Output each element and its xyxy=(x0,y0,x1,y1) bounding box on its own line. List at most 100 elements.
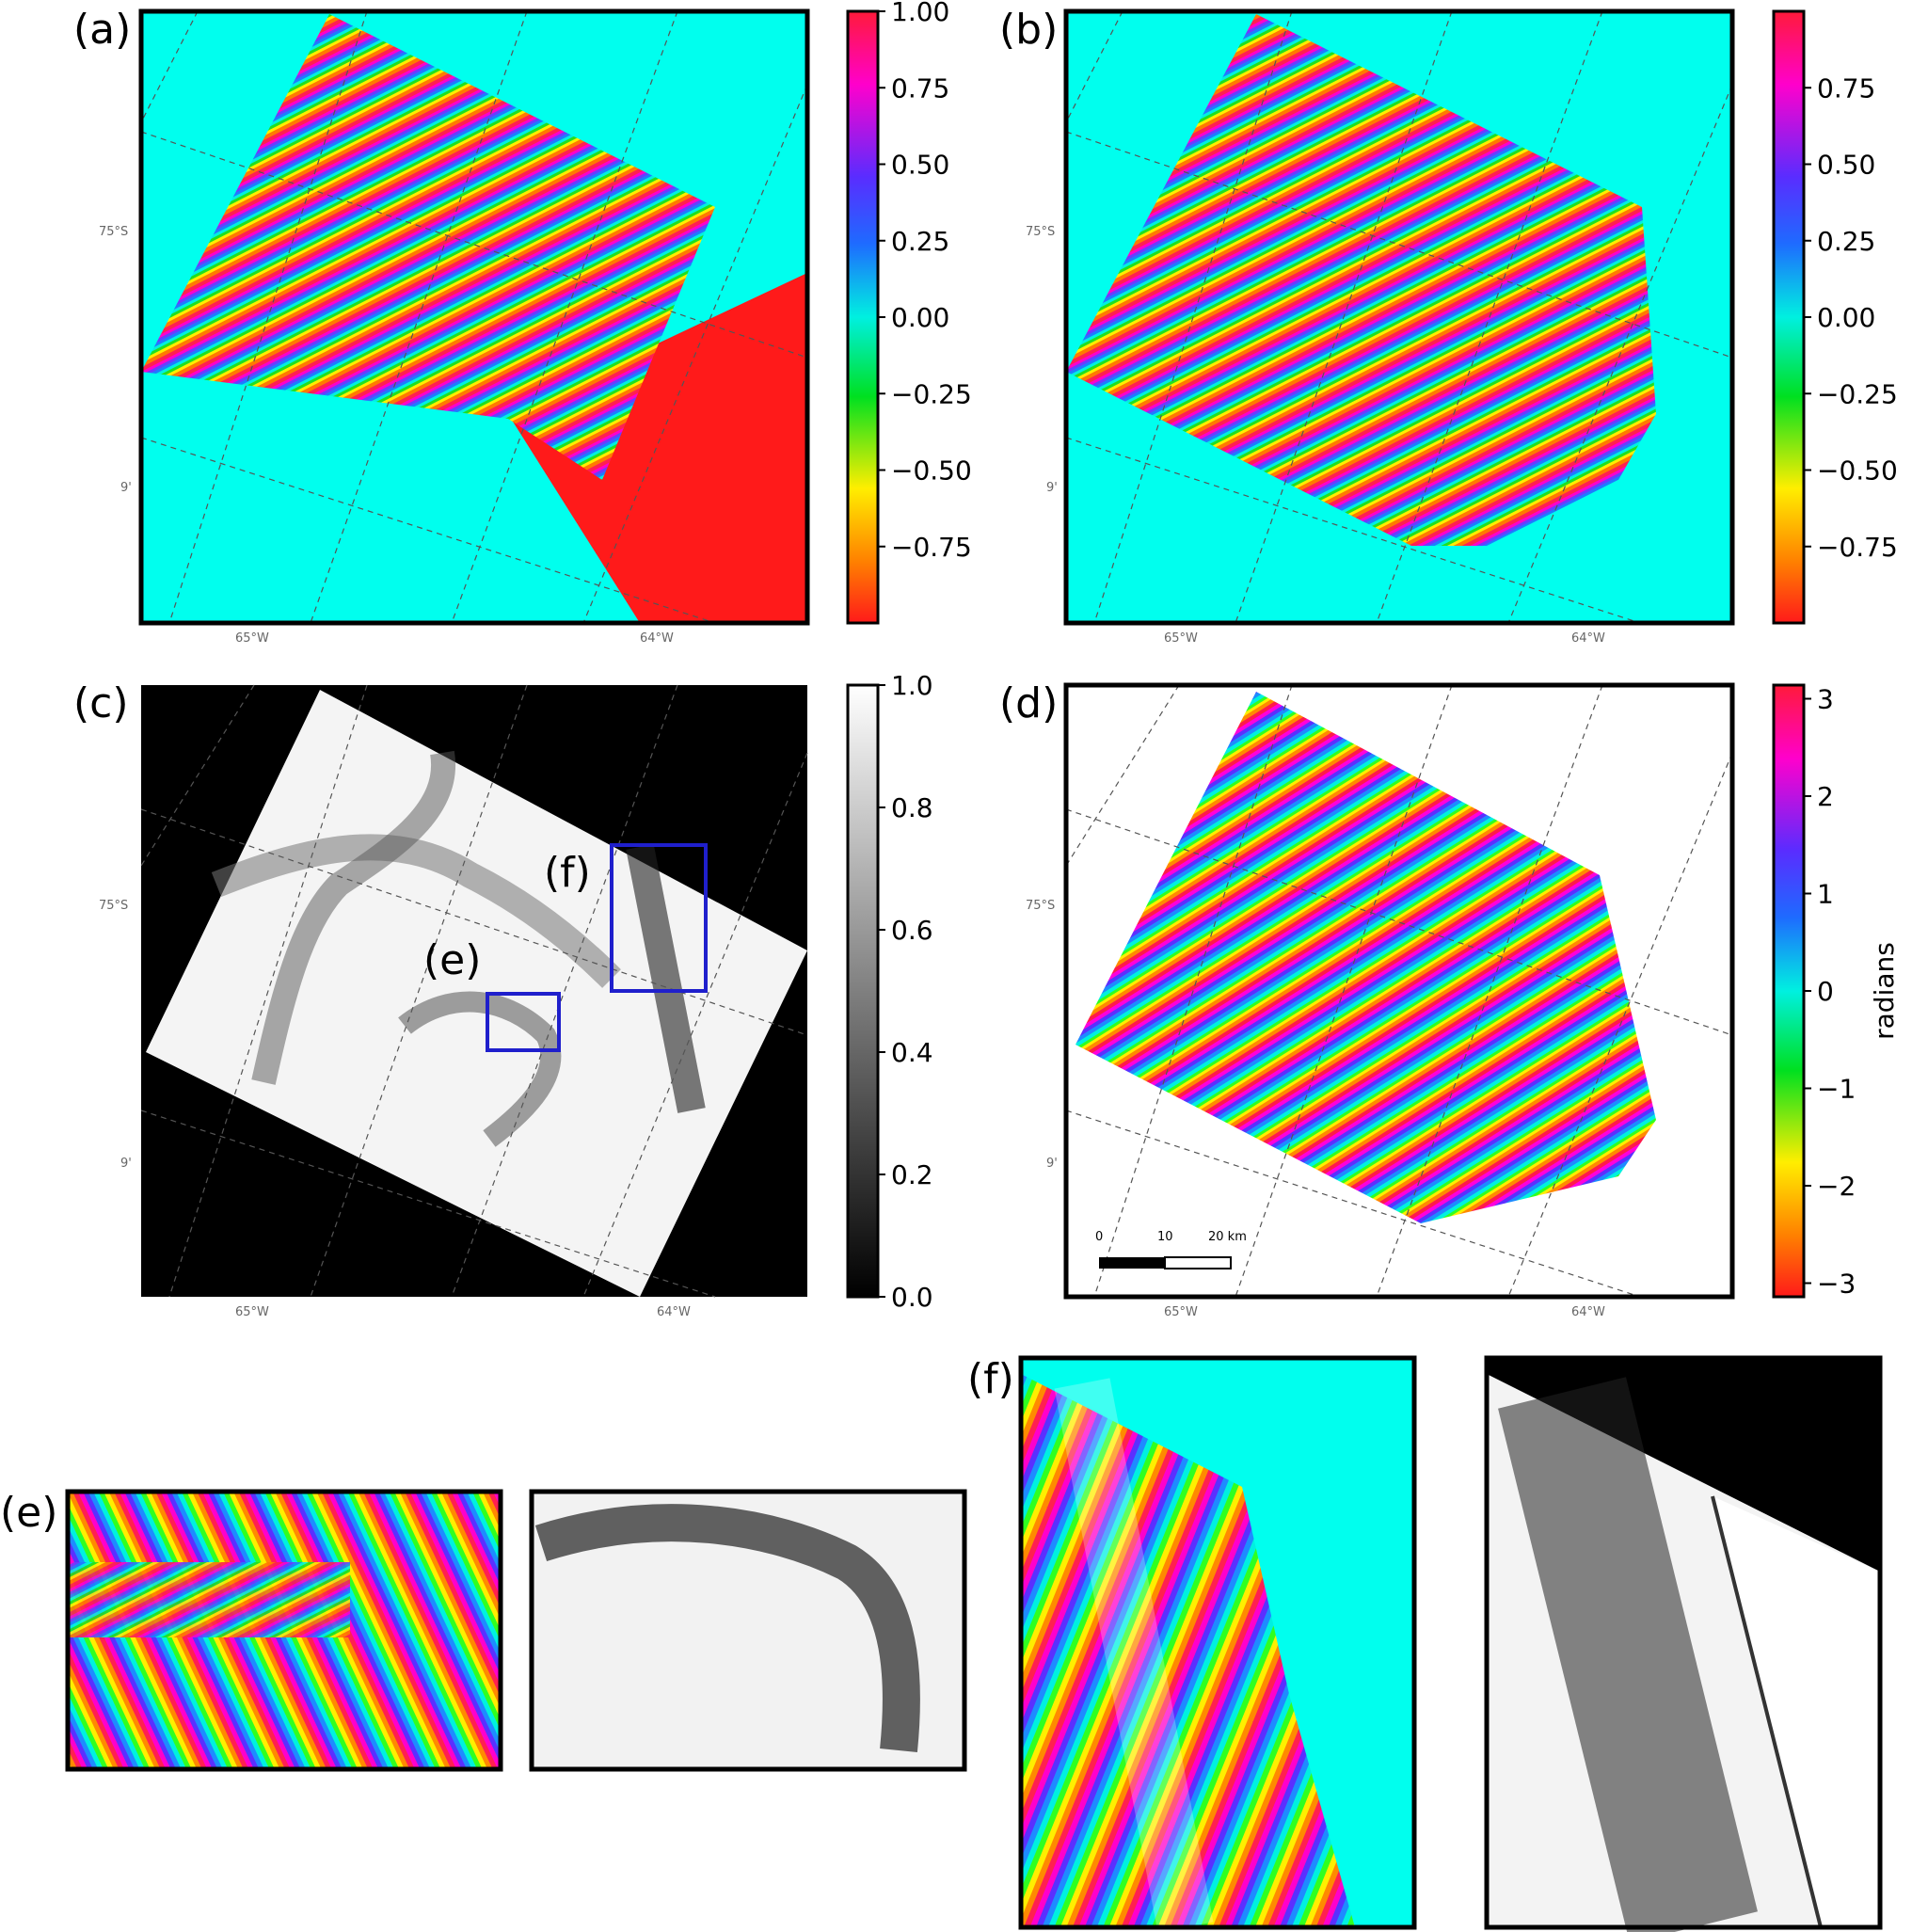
scale-bar: 0 10 20 km xyxy=(1095,1230,1247,1269)
panel-a-label: (a) xyxy=(73,6,131,54)
colorbar-a-tick-label: 1.00 xyxy=(891,0,949,27)
panel-c: (e) (f) (c) 75°S 9' 65°W 64°W 1.0 0.8 0.6 0… xyxy=(73,670,933,1319)
panel-d-lon-65: 65°W xyxy=(1164,1305,1198,1319)
colorbar-d-tick-label: 1 xyxy=(1817,878,1834,909)
panel-f-noisy-band xyxy=(1054,1378,1214,1932)
panel-a-lat-75: 75°S xyxy=(99,225,128,239)
panel-c-lon-65: 65°W xyxy=(235,1305,269,1319)
colorbar-d-tick-label: 2 xyxy=(1817,781,1834,812)
panel-b-lon-65: 65°W xyxy=(1164,631,1198,646)
colorbar-d-tick-label: −1 xyxy=(1817,1074,1856,1105)
panel-a-frame xyxy=(138,8,810,626)
panel-b-lon-64: 64°W xyxy=(1571,631,1605,646)
box-e-outline xyxy=(486,992,561,1052)
colorbar-c-tick-label: 0.6 xyxy=(891,915,933,946)
panel-b-graticule xyxy=(1065,10,1733,624)
panel-d-frame xyxy=(1063,682,1735,1300)
panel-b-lat-9: 9' xyxy=(1046,481,1058,495)
panel-e-label: (e) xyxy=(0,1489,57,1537)
panel-e-dense-fringes xyxy=(68,1562,350,1637)
panel-a-lon-65: 65°W xyxy=(235,631,269,646)
colorbar-b-ticks: 0.75 0.50 0.25 0.00 −0.25 −0.50 −0.75 xyxy=(1804,72,1898,563)
colorbar-b-tick-label: 0.00 xyxy=(1817,302,1875,333)
panel-f: (f) xyxy=(967,1355,1883,1932)
panel-a-red-region xyxy=(508,273,807,623)
panel-c-lat-75: 75°S xyxy=(99,899,128,913)
panel-b-lat-75: 75°S xyxy=(1026,225,1055,239)
panel-e-left-frame xyxy=(65,1489,503,1772)
colorbar-c-tick-label: 0.0 xyxy=(891,1282,933,1313)
panel-d-label: (d) xyxy=(999,679,1058,727)
colorbar-d-tick-label: −3 xyxy=(1817,1269,1856,1300)
colorbar-d xyxy=(1772,683,1806,1299)
colorbar-b-tick-label: 0.25 xyxy=(1817,226,1875,257)
panel-f-interferogram xyxy=(1021,1374,1355,1927)
panel-d-graticule xyxy=(1065,684,1733,1298)
panel-c-glacier-loop xyxy=(398,991,562,1147)
scale-bar-tick-10: 10 xyxy=(1157,1230,1173,1244)
panel-f-left-frame xyxy=(1018,1355,1417,1930)
panel-e-right-frame xyxy=(529,1489,967,1772)
colorbar-d-ticks: 3 2 1 0 −1 −2 −3 xyxy=(1804,683,1856,1300)
colorbar-d-tick-label: 0 xyxy=(1817,976,1834,1007)
panel-d-lat-9: 9' xyxy=(1046,1157,1058,1171)
panel-e: (e) xyxy=(0,1489,967,1772)
panel-a-lat-9: 9' xyxy=(120,481,132,495)
box-f-label: (f) xyxy=(544,849,591,897)
panel-a-interferogram xyxy=(141,14,715,480)
colorbar-c-tick-label: 0.2 xyxy=(891,1159,933,1190)
colorbar-a-tick-label: 0.00 xyxy=(891,302,949,333)
colorbar-a-tick-label: 0.75 xyxy=(891,72,949,104)
panel-c-label: (c) xyxy=(73,679,129,727)
scale-bar-black xyxy=(1099,1257,1165,1269)
scale-bar-white xyxy=(1164,1256,1232,1269)
colorbar-b-tick-label: −0.50 xyxy=(1817,455,1898,487)
box-e-label: (e) xyxy=(423,936,481,984)
panel-d-lat-75: 75°S xyxy=(1026,899,1055,913)
panel-f-white-wedge xyxy=(1713,1496,1880,1927)
panel-d-interferogram xyxy=(1076,692,1656,1223)
colorbar-c xyxy=(846,683,880,1299)
panel-a-graticule xyxy=(140,10,808,624)
panel-e-dark-arc xyxy=(534,1504,920,1752)
colorbar-d-label: radians xyxy=(1869,942,1900,1040)
colorbar-b xyxy=(1772,9,1806,625)
panel-c-glacier-trunk xyxy=(211,834,621,988)
panel-d: 0 10 20 km (d) 75°S 9' 65°W 64°W 3210−1−… xyxy=(999,679,1900,1319)
colorbar-c-ticks: 1.0 0.8 0.6 0.4 0.2 0.0 xyxy=(878,670,933,1313)
panel-c-lon-64: 64°W xyxy=(657,1305,691,1319)
panel-b: (b) 75°S 9' 65°W 64°W 0.75 0.50 0.25 0.00 −0… xyxy=(999,6,1898,646)
panel-c-graticule xyxy=(140,684,808,1298)
colorbar-a-tick-label: 0.25 xyxy=(891,226,949,257)
panel-c-dark-band xyxy=(626,844,706,1113)
colorbar-c-tick-label: 0.4 xyxy=(891,1037,933,1068)
panel-f-label: (f) xyxy=(967,1355,1014,1403)
panel-b-label: (b) xyxy=(999,6,1058,54)
colorbar-d-tick-label: −2 xyxy=(1817,1171,1856,1202)
colorbar-b-tick-label: 0.75 xyxy=(1817,72,1875,104)
colorbar-a-tick-label: −0.75 xyxy=(891,532,972,563)
colorbar-a-tick-label: 0.50 xyxy=(891,150,949,181)
scale-bar-tick-0: 0 xyxy=(1095,1230,1103,1244)
colorbar-a-tick-label: −0.25 xyxy=(891,378,972,409)
scale-bar-tick-20: 20 km xyxy=(1208,1230,1247,1244)
colorbar-b-tick-label: −0.75 xyxy=(1817,532,1898,563)
panel-f-edge-line xyxy=(1711,1495,1823,1928)
colorbar-c-tick-label: 0.8 xyxy=(891,792,933,823)
panel-b-interferogram xyxy=(1066,14,1656,546)
panel-c-glacier-branch xyxy=(251,750,456,1085)
colorbar-a-tick-label: −0.50 xyxy=(891,455,972,487)
colorbar-a-ticks: 1.00 0.75 0.50 0.25 0.00 −0.25 −0.50 −0.75 xyxy=(878,0,972,563)
panel-c-lat-9: 9' xyxy=(120,1157,132,1171)
panel-a-lon-64: 64°W xyxy=(640,631,674,646)
panel-a: (a) 75°S 9' 65°W 64°W 1.00 0.75 0.50 0.25 0.… xyxy=(73,0,972,646)
panel-f-right-frame xyxy=(1484,1355,1883,1930)
panel-d-lon-64: 64°W xyxy=(1571,1305,1605,1319)
colorbar-c-tick-label: 1.0 xyxy=(891,670,933,701)
colorbar-b-tick-label: −0.25 xyxy=(1817,378,1898,409)
colorbar-b-tick-label: 0.50 xyxy=(1817,150,1875,181)
panel-b-frame xyxy=(1063,8,1735,626)
panel-f-dark-band xyxy=(1498,1377,1758,1932)
box-f-outline xyxy=(610,843,708,993)
